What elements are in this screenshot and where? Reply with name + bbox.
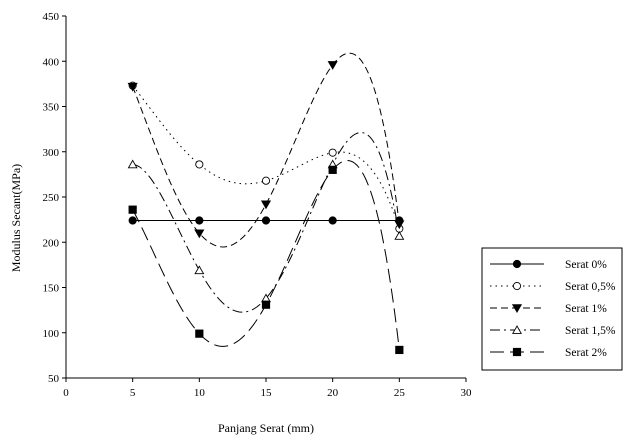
- axes: 0 5 10 15 20 25 30 50 100 150 200 250 300 350 400 450: [43, 11, 473, 399]
- data-point: [127, 82, 138, 92]
- x-tick-label: 20: [327, 387, 339, 399]
- data-point: [194, 229, 205, 239]
- data-point: [395, 345, 404, 355]
- y-tick-label: 350: [43, 102, 60, 114]
- data-point: [328, 148, 337, 157]
- data-point: [327, 61, 338, 70]
- x-tick-label: 0: [63, 387, 69, 399]
- data-point: [512, 259, 522, 269]
- legend: Serat 0% Serat 0,5% Serat 1% Serat 1,5% Sera…: [481, 247, 623, 371]
- data-point: [394, 231, 405, 240]
- x-tick-label: 10: [194, 387, 206, 399]
- legend-label: Serat 1%: [565, 303, 607, 315]
- trend-line: [132, 132, 400, 313]
- x-axis-title: Panjang Serat (mm): [218, 421, 314, 435]
- y-tick-label: 100: [43, 328, 60, 340]
- data-point: [328, 216, 337, 225]
- data-point: [512, 347, 522, 357]
- data-point: [261, 216, 271, 225]
- y-tick-label: 400: [43, 56, 60, 68]
- data-point: [512, 325, 522, 334]
- y-tick-label: 300: [43, 147, 60, 159]
- y-axis-title: Modulus Secant(MPa): [9, 164, 23, 272]
- legend-box: [481, 247, 623, 371]
- data-points: [127, 61, 405, 355]
- y-tick-label: 450: [43, 11, 60, 23]
- data-point: [128, 205, 137, 214]
- legend-label: Serat 1,5%: [565, 325, 616, 337]
- data-point: [127, 159, 138, 169]
- trend-line: [132, 160, 400, 350]
- x-tick-label: 30: [461, 387, 473, 399]
- legend-label: Serat 2%: [565, 347, 607, 359]
- data-point: [261, 300, 271, 309]
- x-tick-label: 15: [261, 387, 273, 399]
- data-point: [128, 216, 137, 225]
- data-point: [195, 329, 204, 338]
- y-tick-label: 50: [48, 373, 60, 385]
- y-tick-label: 250: [43, 192, 60, 204]
- data-point: [195, 160, 204, 169]
- data-point: [394, 220, 405, 230]
- legend-label: Serat 0%: [565, 259, 607, 271]
- data-point: [260, 200, 272, 210]
- data-point: [512, 281, 522, 291]
- trend-line: [132, 85, 400, 229]
- data-point: [511, 304, 523, 313]
- data-point: [328, 165, 337, 174]
- x-tick-label: 5: [130, 387, 136, 399]
- y-tick-label: 200: [43, 237, 60, 249]
- y-tick-label: 150: [43, 283, 60, 295]
- legend-label: Serat 0,5%: [565, 281, 616, 293]
- data-point: [194, 265, 205, 275]
- x-tick-label: 25: [394, 387, 406, 399]
- data-point: [261, 176, 271, 185]
- data-point: [195, 216, 204, 225]
